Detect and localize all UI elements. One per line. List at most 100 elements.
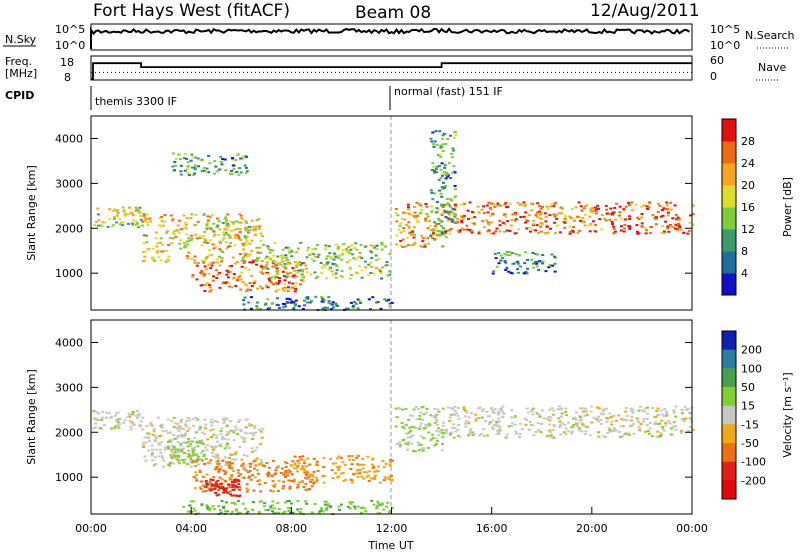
heatmap-cell [451,408,455,411]
heatmap-cell [199,284,203,287]
heatmap-cell [284,271,288,274]
heatmap-cell [418,449,421,452]
heatmap-cell [234,220,238,223]
heatmap-cell [279,263,283,266]
heatmap-cell [444,216,448,219]
heatmap-cell [448,419,452,422]
heatmap-cell [215,453,218,456]
heatmap-cell [96,213,100,216]
heatmap-cell [193,259,197,262]
heatmap-cell [275,267,279,270]
heatmap-cell [228,461,232,464]
heatmap-cell [497,417,501,420]
heatmap-cell [171,165,175,168]
heatmap-cell [444,431,448,434]
heatmap-cell [650,435,654,438]
heatmap-cell [241,502,245,505]
heatmap-cell [217,220,221,223]
heatmap-cell [287,246,291,249]
heatmap-cell [430,438,434,441]
heatmap-cell [122,421,126,424]
heatmap-cell [181,458,185,461]
heatmap-cell [244,283,248,286]
heatmap-cell [428,224,432,227]
heatmap-cell [452,436,456,439]
heatmap-cell [553,270,557,273]
heatmap-cell [469,432,473,435]
heatmap-cell [631,411,635,414]
heatmap-cell [292,478,296,481]
heatmap-cell [216,479,220,482]
heatmap-cell [457,424,460,427]
heatmap-cell [185,420,189,423]
heatmap-cell [451,147,455,150]
heatmap-cell [530,258,534,261]
heatmap-cell [370,499,374,502]
heatmap-cell [226,233,230,236]
heatmap-cell [245,455,249,458]
heatmap-cell [138,215,142,217]
heatmap-cell [172,426,176,429]
heatmap-cell [228,466,232,469]
heatmap-cell [210,228,214,231]
power-yaxis-label: Slant Range [km] [25,165,38,261]
heatmap-cell [239,214,243,217]
heatmap-cell [546,207,550,210]
heatmap-cell [237,475,241,478]
heatmap-cell [660,209,664,212]
heatmap-cell [640,222,644,225]
heatmap-cell [639,405,643,408]
heatmap-cell [269,489,273,492]
heatmap-cell [267,256,271,259]
heatmap-cell [498,204,502,207]
heatmap-cell [547,416,551,418]
heatmap-cell [217,505,221,508]
heatmap-cell [435,440,439,443]
heatmap-cell [626,432,630,435]
heatmap-cell [167,463,171,466]
heatmap-cell [494,257,498,260]
heatmap-cell [210,214,214,217]
heatmap-cell [433,225,437,228]
heatmap-cell [177,454,180,457]
heatmap-cell [471,434,475,437]
heatmap-cell [435,418,439,421]
heatmap-cell [357,299,361,302]
heatmap-cell [637,421,641,424]
heatmap-cell [139,420,143,423]
heatmap-cell [329,505,333,508]
heatmap-cell [409,430,413,432]
heatmap-cell [540,409,544,412]
heatmap-cell [580,217,584,220]
heatmap-cell [259,239,263,242]
heatmap-cell [468,201,472,204]
heatmap-cell [269,505,273,508]
time-tick-label: 20:00 [576,522,608,535]
heatmap-cell [185,240,189,243]
heatmap-cell [202,237,206,240]
heatmap-cell [221,435,225,438]
heatmap-cell [229,429,233,432]
heatmap-cell [667,420,671,423]
heatmap-cell [101,411,105,413]
heatmap-cell [213,487,217,490]
heatmap-cell [507,251,511,253]
heatmap-cell [186,257,190,260]
heatmap-cell [473,216,477,219]
heatmap-cell [401,246,405,249]
heatmap-cell [324,508,328,511]
heatmap-cell [614,429,618,432]
heatmap-cell [198,469,202,472]
heatmap-cell [238,228,242,231]
heatmap-cell [341,461,345,464]
heatmap-cell [345,247,349,250]
power-colorbar-tick: 20 [741,179,755,192]
heatmap-cell [497,431,501,434]
heatmap-cell [226,245,230,248]
heatmap-cell [583,409,587,412]
heatmap-cell [272,276,275,279]
heatmap-cell [190,258,194,260]
heatmap-cell [608,212,612,215]
heatmap-cell [334,272,338,275]
heatmap-cell [93,224,97,227]
